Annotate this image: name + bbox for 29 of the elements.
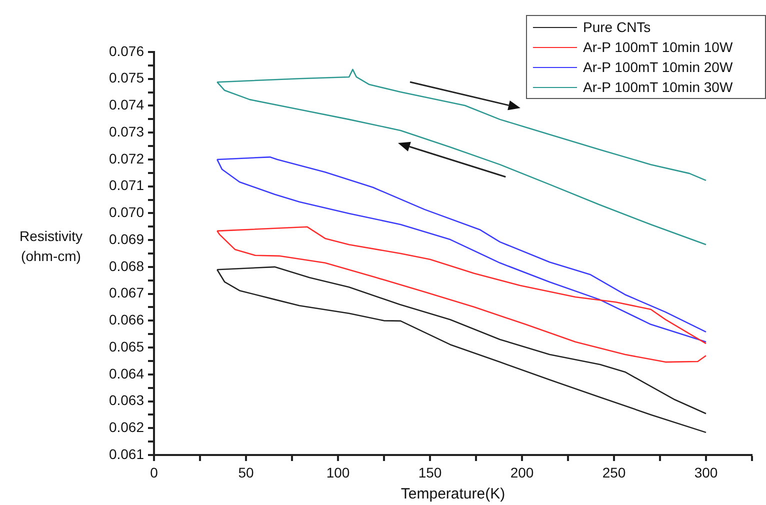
x-tick-label: 150 (418, 464, 442, 480)
y-tick-label: 0.063 (108, 392, 144, 408)
y-tick-label: 0.062 (108, 418, 144, 435)
x-tick-label: 100 (326, 464, 350, 480)
x-tick-label: 50 (238, 464, 254, 480)
legend-label: Ar-P 100mT 10min 20W (583, 59, 733, 75)
y-axis-title: Resistivity (ohm-cm) (18, 227, 84, 266)
y-tick-label: 0.072 (108, 150, 144, 166)
y-tick-label: 0.076 (108, 42, 144, 59)
legend-label: Ar-P 100mT 10min 10W (583, 39, 733, 55)
y-tick-label: 0.071 (108, 177, 144, 194)
y-tick-label: 0.070 (108, 204, 144, 220)
y-tick-label: 0.066 (108, 312, 144, 328)
legend-label: Ar-P 100mT 10min 30W (583, 79, 733, 95)
y-tick-label: 0.075 (108, 70, 144, 86)
y-tick-label: 0.068 (108, 258, 144, 274)
x-tick-label: 200 (510, 464, 534, 480)
x-tick-label: 250 (602, 464, 626, 480)
y-tick-label: 0.074 (108, 96, 144, 113)
y-tick-label: 0.061 (108, 446, 144, 462)
x-tick-label: 0 (150, 464, 158, 480)
y-tick-label: 0.073 (108, 123, 144, 140)
x-tick-label: 300 (694, 464, 718, 480)
y-tick-label: 0.067 (108, 284, 144, 301)
y-tick-label: 0.064 (108, 365, 144, 382)
y-tick-label: 0.065 (108, 338, 144, 354)
y-tick-label: 0.069 (108, 230, 144, 247)
x-axis-title: Temperature(K) (400, 486, 506, 503)
legend-label: Pure CNTs (583, 19, 651, 35)
